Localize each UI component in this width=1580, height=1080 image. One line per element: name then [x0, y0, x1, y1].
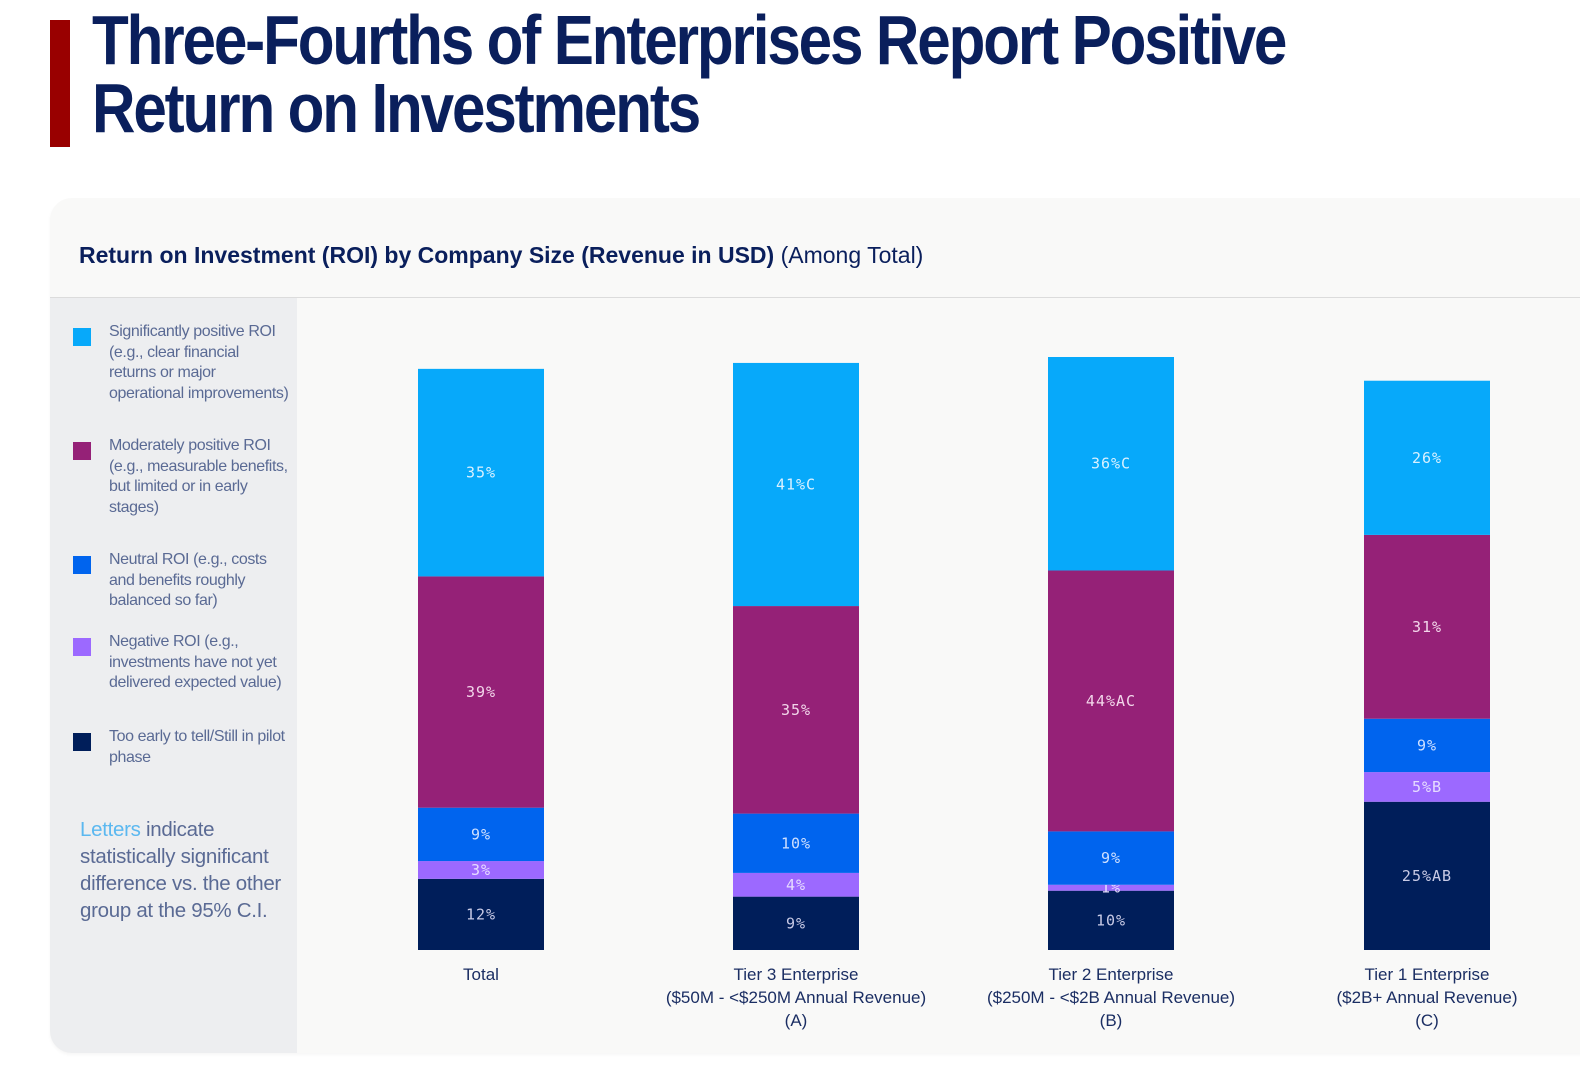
- bar-segment-significantly-positive-roi-0: [418, 368, 544, 577]
- legend-label: Negative ROI (e.g., investments have not…: [109, 633, 282, 692]
- legend-label: Moderately positive ROI (e.g., measurabl…: [109, 437, 288, 517]
- x-tick-label: (C): [1415, 1011, 1439, 1030]
- chart-title-main: Return on Investment (ROI) by Company Si…: [79, 242, 775, 268]
- legend-swatch-moderately-positive: [73, 442, 91, 460]
- bar-segment-moderately-positive-roi-3: [1364, 534, 1490, 719]
- data-label: 9%: [786, 914, 806, 932]
- legend-swatch-negative: [73, 638, 91, 656]
- data-label: 12%: [466, 905, 496, 923]
- significance-note-text: indicate statistically significant diffe…: [80, 818, 281, 922]
- x-tick-label: ($50M - <$250M Annual Revenue): [666, 988, 926, 1007]
- data-label: 41%C: [776, 475, 816, 493]
- x-tick-label: (A): [785, 1011, 808, 1030]
- data-label: 9%: [1417, 736, 1437, 754]
- data-label: 35%: [781, 701, 811, 719]
- legend-label: Neutral ROI (e.g., costs and benefits ro…: [109, 551, 267, 610]
- data-label: 35%: [466, 464, 496, 482]
- bar-segment-too-early-to-tell-still-in-pil-0: [418, 878, 544, 950]
- bar-segment-moderately-positive-roi-1: [733, 606, 859, 814]
- bar-segment-neutral-roi-3: [1364, 718, 1490, 773]
- bar-segment-too-early-to-tell-still-in-pil-1: [733, 896, 859, 950]
- bar-segment-negative-roi-0: [418, 861, 544, 879]
- legend-swatch-neutral: [73, 556, 91, 574]
- x-tick-label: (B): [1100, 1011, 1123, 1030]
- bar-segment-neutral-roi-1: [733, 813, 859, 873]
- bar-segment-too-early-to-tell-still-in-pil-3: [1364, 801, 1490, 950]
- data-label: 9%: [1101, 849, 1121, 867]
- bar-segment-negative-roi-3: [1364, 772, 1490, 802]
- bar-segment-significantly-positive-roi-1: [733, 362, 859, 607]
- x-tick-label: Total: [463, 965, 499, 984]
- legend-swatch-significantly-positive: [73, 328, 91, 346]
- x-tick-label: Tier 3 Enterprise: [733, 965, 858, 984]
- chart-title-sub: (Among Total): [780, 242, 924, 268]
- x-tick-label: ($2B+ Annual Revenue): [1337, 988, 1518, 1007]
- page-title-line-1: Three-Fourths of Enterprises Report Posi…: [92, 1, 1287, 79]
- legend-label: Too early to tell/Still in pilot phase: [109, 728, 285, 766]
- bar-segment-significantly-positive-roi-3: [1364, 380, 1490, 535]
- page-title-line-2: Return on Investments: [92, 69, 701, 147]
- data-label: 3%: [471, 861, 491, 879]
- legend-panel: Significantly positive ROI (e.g., clear …: [50, 298, 297, 1053]
- data-label: 39%: [466, 683, 496, 701]
- data-label: 9%: [471, 825, 491, 843]
- bar-segment-significantly-positive-roi-2: [1048, 357, 1174, 571]
- data-label: 4%: [786, 876, 806, 894]
- title-accent-bar: [50, 20, 70, 147]
- bar-segment-moderately-positive-roi-2: [1048, 570, 1174, 832]
- significance-note-accent: Letters: [80, 818, 141, 841]
- data-label: 26%: [1412, 449, 1442, 467]
- page-title: Three-Fourths of Enterprises Report Posi…: [92, 1, 1339, 147]
- data-label: 31%: [1412, 618, 1442, 636]
- bar-segment-too-early-to-tell-still-in-pil-2: [1048, 890, 1174, 950]
- chart-header: Return on Investment (ROI) by Company Si…: [50, 198, 1580, 298]
- bar-segment-neutral-roi-2: [1048, 831, 1174, 885]
- data-label: 5%B: [1412, 778, 1442, 796]
- x-tick-label: ($250M - <$2B Annual Revenue): [987, 988, 1235, 1007]
- data-label: 10%: [781, 834, 811, 852]
- significance-note: Letters indicate statistically significa…: [80, 816, 290, 924]
- data-label: 36%C: [1091, 455, 1131, 473]
- legend-swatch-too-early: [73, 733, 91, 751]
- stacked-bar-chart: 12% 3% 9% 39% 35% Total 9% 4% 10% 35% 41%C Tier 3 E…: [418, 357, 1518, 1030]
- x-tick-label: Tier 2 Enterprise: [1048, 965, 1173, 984]
- x-tick-label: Tier 1 Enterprise: [1364, 965, 1489, 984]
- data-label: 44%AC: [1086, 692, 1136, 710]
- chart-card: Return on Investment (ROI) by Company Si…: [50, 198, 1580, 1053]
- bar-segment-negative-roi-2: [1048, 884, 1174, 891]
- data-label: 10%: [1096, 911, 1126, 929]
- chart-title: Return on Investment (ROI) by Company Si…: [79, 242, 923, 269]
- bar-segment-moderately-positive-roi-0: [418, 576, 544, 808]
- bar-segment-negative-roi-1: [733, 872, 859, 897]
- data-label: 25%AB: [1402, 867, 1452, 885]
- legend-label: Significantly positive ROI (e.g., clear …: [109, 323, 289, 403]
- bar-segment-neutral-roi-0: [418, 807, 544, 862]
